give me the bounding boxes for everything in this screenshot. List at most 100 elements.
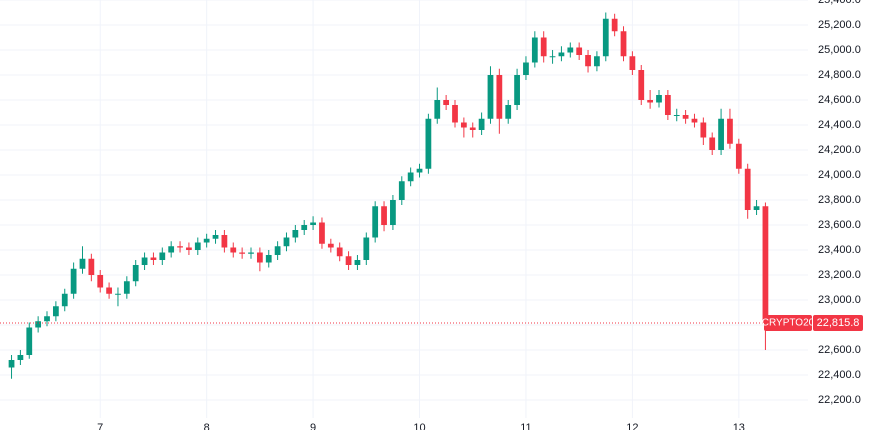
candle-body <box>762 206 769 324</box>
candle-body <box>159 252 166 260</box>
y-tick-label: 22,600.0 <box>818 344 861 356</box>
candle-body <box>443 100 450 105</box>
candle-body <box>540 37 547 57</box>
x-tick-label: 7 <box>97 422 103 430</box>
candle-body <box>310 222 316 225</box>
x-tick-label: 10 <box>413 422 425 430</box>
candle-body <box>390 200 396 225</box>
candle-body <box>186 247 192 250</box>
y-tick-label: 25,400.0 <box>818 0 861 6</box>
candle-body <box>230 247 237 253</box>
y-tick-label: 23,400.0 <box>818 244 861 256</box>
price-name: CRYPTO20 <box>762 318 815 329</box>
y-tick-label: 24,400.0 <box>818 119 861 131</box>
y-tick-label: 23,000.0 <box>818 294 861 306</box>
candle-body <box>363 237 370 260</box>
candle-body <box>372 206 379 238</box>
candle-body <box>558 52 565 57</box>
y-tick-label: 24,600.0 <box>818 94 861 106</box>
candle-body <box>70 268 77 294</box>
candle-body <box>673 115 680 116</box>
candle-body <box>523 62 529 75</box>
candle-body <box>194 242 201 250</box>
candle-body <box>88 258 95 275</box>
candle-body <box>239 252 246 254</box>
candle-body <box>531 37 538 63</box>
y-tick-label: 23,200.0 <box>818 269 861 281</box>
candle-body <box>514 75 520 105</box>
y-tick-label: 24,000.0 <box>818 169 861 181</box>
candle-body <box>629 56 636 70</box>
price-value-label: 22,815.8 <box>817 317 860 329</box>
candle-body <box>620 31 627 57</box>
candle-body <box>549 56 556 58</box>
candle-body <box>212 235 219 239</box>
y-tick-label: 22,200.0 <box>818 394 861 406</box>
candle-body <box>327 243 334 248</box>
y-tick-label: 24,800.0 <box>818 69 861 81</box>
candle-body <box>576 47 583 55</box>
candle-body <box>452 105 458 123</box>
candle-body <box>44 316 50 322</box>
candle-body <box>248 252 254 254</box>
x-tick-label: 12 <box>626 422 638 430</box>
candle-body <box>718 118 724 150</box>
candle-body <box>753 206 760 210</box>
candle-body <box>132 265 139 282</box>
candle-body <box>123 281 130 294</box>
candle-body <box>150 257 157 260</box>
candle-body <box>416 168 423 173</box>
candle-body <box>265 255 272 263</box>
x-tick-label: 9 <box>310 422 316 430</box>
candle-body <box>700 122 707 138</box>
candle-body <box>425 118 432 169</box>
candle-body <box>319 222 325 244</box>
candle-body <box>283 237 290 247</box>
candle-body <box>469 127 476 130</box>
candle-body <box>97 275 104 288</box>
price-name-box <box>764 315 812 332</box>
candle-body <box>35 321 42 328</box>
y-tick-label: 25,000.0 <box>818 44 861 56</box>
candle-body <box>709 137 716 150</box>
candle-body <box>434 100 441 119</box>
candle-body <box>744 168 751 210</box>
y-tick-label: 25,200.0 <box>818 19 861 31</box>
candle-body <box>221 235 228 248</box>
candle-body <box>460 122 467 128</box>
y-tick-label: 23,800.0 <box>818 194 861 206</box>
candle-body <box>496 75 503 119</box>
candle-body <box>106 287 112 294</box>
candle-body <box>381 206 387 225</box>
candle-body <box>256 252 263 263</box>
candle-body <box>735 143 742 169</box>
candle-body <box>505 105 512 119</box>
candle-body <box>168 246 175 253</box>
x-tick-label: 11 <box>520 422 531 430</box>
candle-body <box>487 75 494 119</box>
candle-body <box>664 95 671 115</box>
candle-body <box>594 56 600 67</box>
candle-body <box>79 258 86 269</box>
candle-body <box>336 247 343 257</box>
candle-body <box>345 256 352 265</box>
candles <box>8 12 769 379</box>
candle-body <box>567 47 574 53</box>
candle-body <box>203 238 210 243</box>
y-tick-label: 24,200.0 <box>818 144 861 156</box>
candle-body <box>407 172 414 182</box>
x-tick-label: 8 <box>204 422 210 430</box>
price-value-box <box>813 315 863 332</box>
candle-body <box>638 70 645 100</box>
candle-body <box>478 118 485 130</box>
candle-body <box>52 306 59 317</box>
candle-body <box>602 18 609 57</box>
y-tick-label: 23,600.0 <box>818 219 861 231</box>
y-tick-label: 22,400.0 <box>818 369 861 381</box>
candle-body <box>727 118 733 144</box>
x-tick-label: 13 <box>733 422 745 430</box>
candle-body <box>177 246 183 248</box>
candle-body <box>8 360 15 368</box>
